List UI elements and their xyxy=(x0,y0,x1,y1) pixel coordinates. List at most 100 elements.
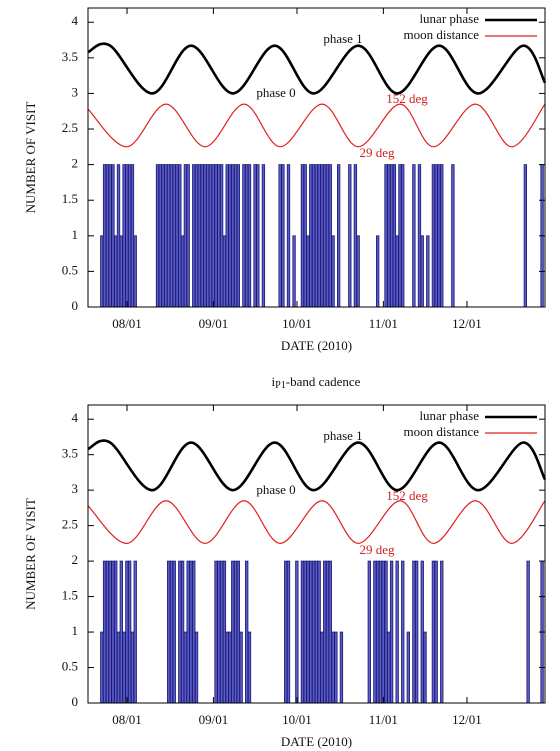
bar xyxy=(336,164,341,308)
bar xyxy=(172,560,176,704)
bar xyxy=(398,164,402,308)
bar xyxy=(130,631,135,704)
bar xyxy=(392,164,397,308)
title-part: -band cadence xyxy=(286,374,361,389)
bar xyxy=(320,164,324,308)
line-series xyxy=(87,42,547,95)
bar xyxy=(300,164,305,308)
bar xyxy=(245,560,249,704)
bar xyxy=(401,164,405,308)
bar xyxy=(155,164,160,308)
bar xyxy=(339,631,344,704)
bar xyxy=(353,164,358,308)
bar xyxy=(434,560,438,704)
bar xyxy=(214,164,218,308)
bar xyxy=(128,560,132,704)
bar xyxy=(158,164,162,308)
bar xyxy=(100,235,104,308)
bar xyxy=(381,560,385,704)
bar xyxy=(256,164,260,308)
bar xyxy=(384,164,388,308)
bar xyxy=(119,235,123,308)
bar xyxy=(292,235,296,308)
bar xyxy=(222,235,227,308)
bar xyxy=(309,164,313,308)
bar xyxy=(186,560,190,704)
bar xyxy=(253,164,257,308)
bar xyxy=(286,560,291,704)
bar xyxy=(420,560,424,704)
bar xyxy=(417,164,422,308)
bar xyxy=(286,164,291,308)
y-tick-label: 3.5 xyxy=(62,49,78,64)
bar xyxy=(426,235,430,308)
bar xyxy=(208,164,213,308)
y-tick-label: 2 xyxy=(72,156,79,171)
bar xyxy=(356,235,360,308)
legend-label: moon distance xyxy=(404,27,480,42)
bar xyxy=(314,164,319,308)
bar xyxy=(440,164,444,308)
bar xyxy=(203,164,207,308)
bar xyxy=(334,631,338,704)
y-tick-label: 1.5 xyxy=(62,588,78,603)
bar xyxy=(378,560,383,704)
bar xyxy=(389,164,394,308)
bar xyxy=(434,164,438,308)
x-tick-label: 10/01 xyxy=(282,712,312,727)
bar xyxy=(261,164,266,308)
bar xyxy=(317,560,321,704)
x-tick-label: 12/01 xyxy=(452,712,482,727)
bar xyxy=(309,560,313,704)
bar xyxy=(431,164,436,308)
bar xyxy=(228,164,232,308)
bar xyxy=(116,164,121,308)
x-tick-label: 10/01 xyxy=(282,316,312,331)
bar xyxy=(328,560,332,704)
y-tick-label: 0 xyxy=(72,694,79,709)
line-series xyxy=(87,103,546,148)
x-axis-label: DATE (2010) xyxy=(281,338,352,353)
bar xyxy=(225,164,229,308)
bar xyxy=(169,560,174,704)
bar xyxy=(167,560,171,704)
y-tick-label: 4 xyxy=(72,13,79,28)
bar xyxy=(219,164,224,308)
bar xyxy=(119,560,123,704)
bar xyxy=(197,164,201,308)
bar xyxy=(281,164,285,308)
bar xyxy=(125,164,129,308)
y-tick-label: 2 xyxy=(72,552,79,567)
bar xyxy=(233,164,238,308)
bar xyxy=(306,235,310,308)
bar xyxy=(242,164,246,308)
bar xyxy=(108,164,112,308)
bar xyxy=(306,560,310,704)
bar xyxy=(217,560,221,704)
x-tick-label: 11/01 xyxy=(369,712,398,727)
y-tick-label: 2.5 xyxy=(62,517,78,532)
bar xyxy=(526,560,530,704)
annotation: phase 1 xyxy=(323,31,362,46)
bar xyxy=(376,235,380,308)
y-tick-label: 3.5 xyxy=(62,446,78,461)
bar xyxy=(303,560,307,704)
bar xyxy=(323,560,327,704)
y-axis-label: NUMBER OF VISIT xyxy=(23,498,38,610)
bar xyxy=(105,164,110,308)
y-tick-label: 0.5 xyxy=(62,659,78,674)
legend-label: lunar phase xyxy=(419,408,479,423)
legend-label: moon distance xyxy=(404,424,480,439)
bar xyxy=(175,164,179,308)
y-tick-label: 4 xyxy=(72,410,79,425)
bar xyxy=(311,164,316,308)
x-tick-label: 11/01 xyxy=(369,316,398,331)
bar xyxy=(211,164,215,308)
bar xyxy=(245,164,249,308)
bar xyxy=(412,560,416,704)
y-tick-label: 0.5 xyxy=(62,262,78,277)
bar xyxy=(192,164,196,308)
y-tick-label: 1 xyxy=(72,623,79,638)
bar xyxy=(331,235,335,308)
